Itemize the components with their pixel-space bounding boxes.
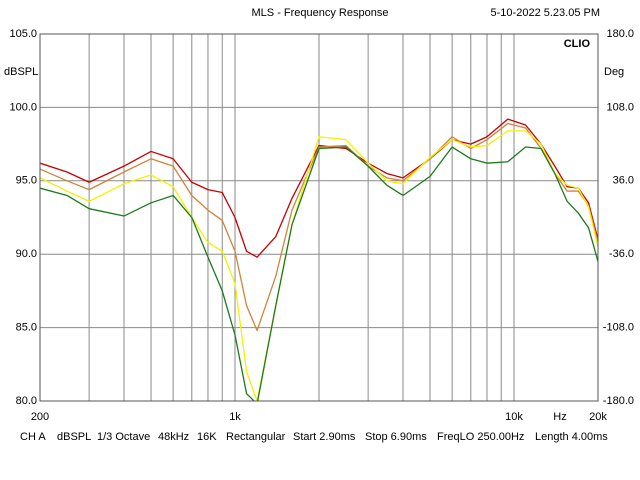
info-item: FreqLO 250.00Hz [437,431,524,443]
info-item: dBSPL [57,431,91,443]
info-item: Start 2.90ms [293,431,356,443]
chart-title: MLS - Frequency Response [252,7,389,19]
y2-tick-label: 36.0 [613,175,634,187]
y-tick-label: 100.0 [9,101,37,113]
plot-frame [39,33,599,402]
grid [39,33,599,402]
info-item: 48kHz [158,431,189,443]
info-item: Stop 6.90ms [365,431,427,443]
x-tick-label: 20k [589,411,607,423]
info-item: 1/3 Octave [97,431,150,443]
y-axis-label: dBSPL [4,66,38,78]
y2-tick-label: 108.0 [606,101,634,113]
x-tick-label: 1k [229,411,241,423]
series-line [40,130,598,401]
info-item: 16K [197,431,217,443]
info-item: Length 4.00ms [535,431,608,443]
x-axis-label: Hz [553,411,566,423]
y-tick-label: 85.0 [16,322,37,334]
x-tick-label: 200 [31,411,49,423]
y-tick-label: 90.0 [16,248,37,260]
timestamp: 5-10-2022 5.23.05 PM [491,7,600,19]
y-tick-label: 105.0 [9,28,37,40]
y-tick-label: 95.0 [16,175,37,187]
y-tick-label: 80.0 [16,395,37,407]
info-item: Rectangular [226,431,286,443]
y2-tick-label: -108.0 [603,322,634,334]
series-line [40,146,598,401]
info-item: CH A [20,431,46,443]
y2-tick-label: -36.0 [609,248,634,260]
y2-tick-label: -180.0 [603,395,634,407]
y2-tick-label: 180.0 [606,28,634,40]
y2-axis-label: Deg [604,66,624,78]
x-tick-label: 10k [505,411,523,423]
plot-lines [40,118,598,401]
info-bar: CH A dBSPL 1/3 Octave 48kHz 16K Rectangular St… [20,431,608,443]
brand: CLIO [564,38,591,50]
